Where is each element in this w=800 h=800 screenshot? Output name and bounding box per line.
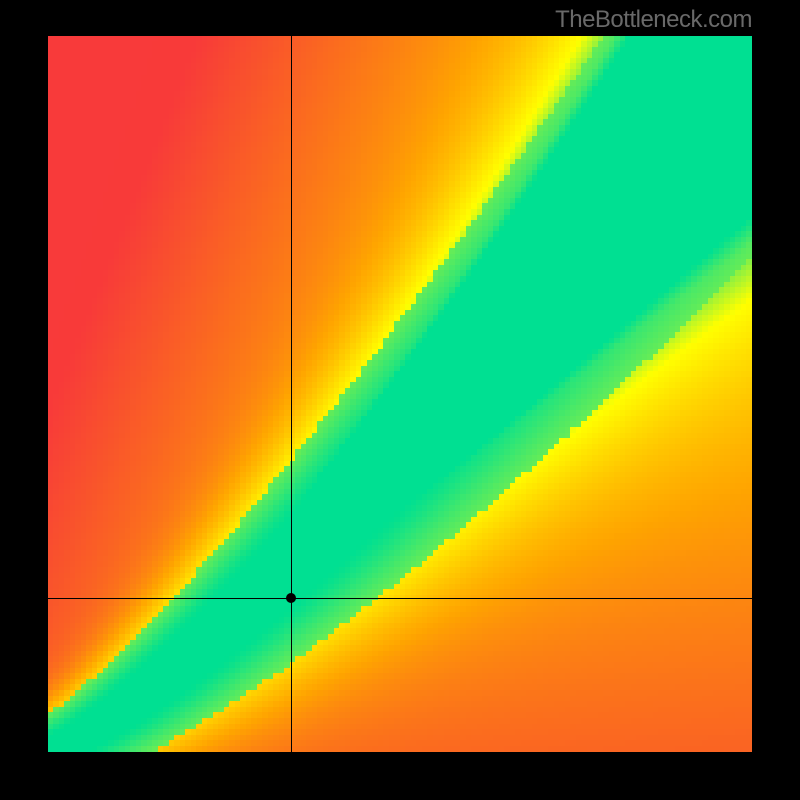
plot-area (48, 36, 752, 752)
crosshair-vertical (291, 36, 292, 752)
bottleneck-heatmap (48, 36, 752, 752)
crosshair-horizontal (48, 598, 752, 599)
watermark-text: TheBottleneck.com (555, 6, 752, 34)
crosshair-marker (286, 593, 296, 603)
